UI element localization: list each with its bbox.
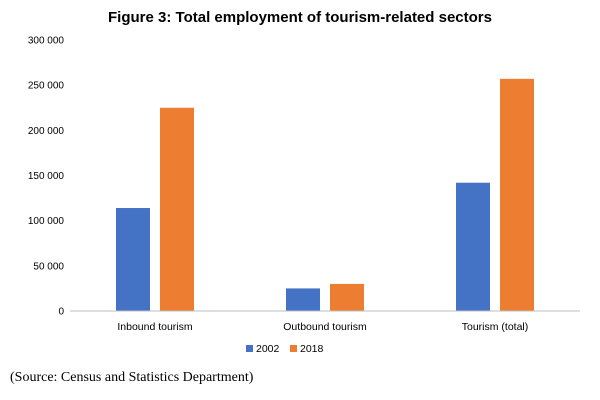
y-tick-label: 150 000 [28,171,65,182]
legend-label: 2018 [300,343,324,355]
bar-2018-1 [330,283,364,311]
chart-title: Figure 3: Total employment of tourism-re… [108,9,492,26]
bar-2002-0 [116,208,150,311]
x-tick-label: Inbound tourism [117,321,193,333]
y-axis: 0 50 000 100 000 150 000 200 000 250 000 300 0… [28,36,65,318]
y-tick-label: 300 000 [28,36,65,47]
bar-2002-2 [456,182,490,311]
legend-swatch-2018 [290,345,297,352]
bar-2018-2 [500,78,534,312]
legend: 2002 2018 [246,343,324,355]
bar-chart: Figure 3: Total employment of tourism-re… [28,9,580,355]
x-tick-label: Tourism (total) [462,321,529,333]
legend-label: 2002 [256,343,280,355]
x-axis: Inbound tourism Outbound tourism Tourism (… [70,310,580,333]
bar-2002-1 [286,288,320,311]
y-tick-label: 250 000 [28,81,65,92]
y-tick-label: 100 000 [28,216,65,227]
x-tick-label: Outbound tourism [283,321,367,333]
bar-2018-0 [160,107,194,311]
source-note: (Source: Census and Statistics Departmen… [10,370,254,385]
y-tick-label: 200 000 [28,126,65,137]
bars [116,78,534,312]
y-tick-label: 50 000 [33,261,64,272]
y-tick-label: 0 [58,307,64,318]
legend-swatch-2002 [246,345,253,352]
